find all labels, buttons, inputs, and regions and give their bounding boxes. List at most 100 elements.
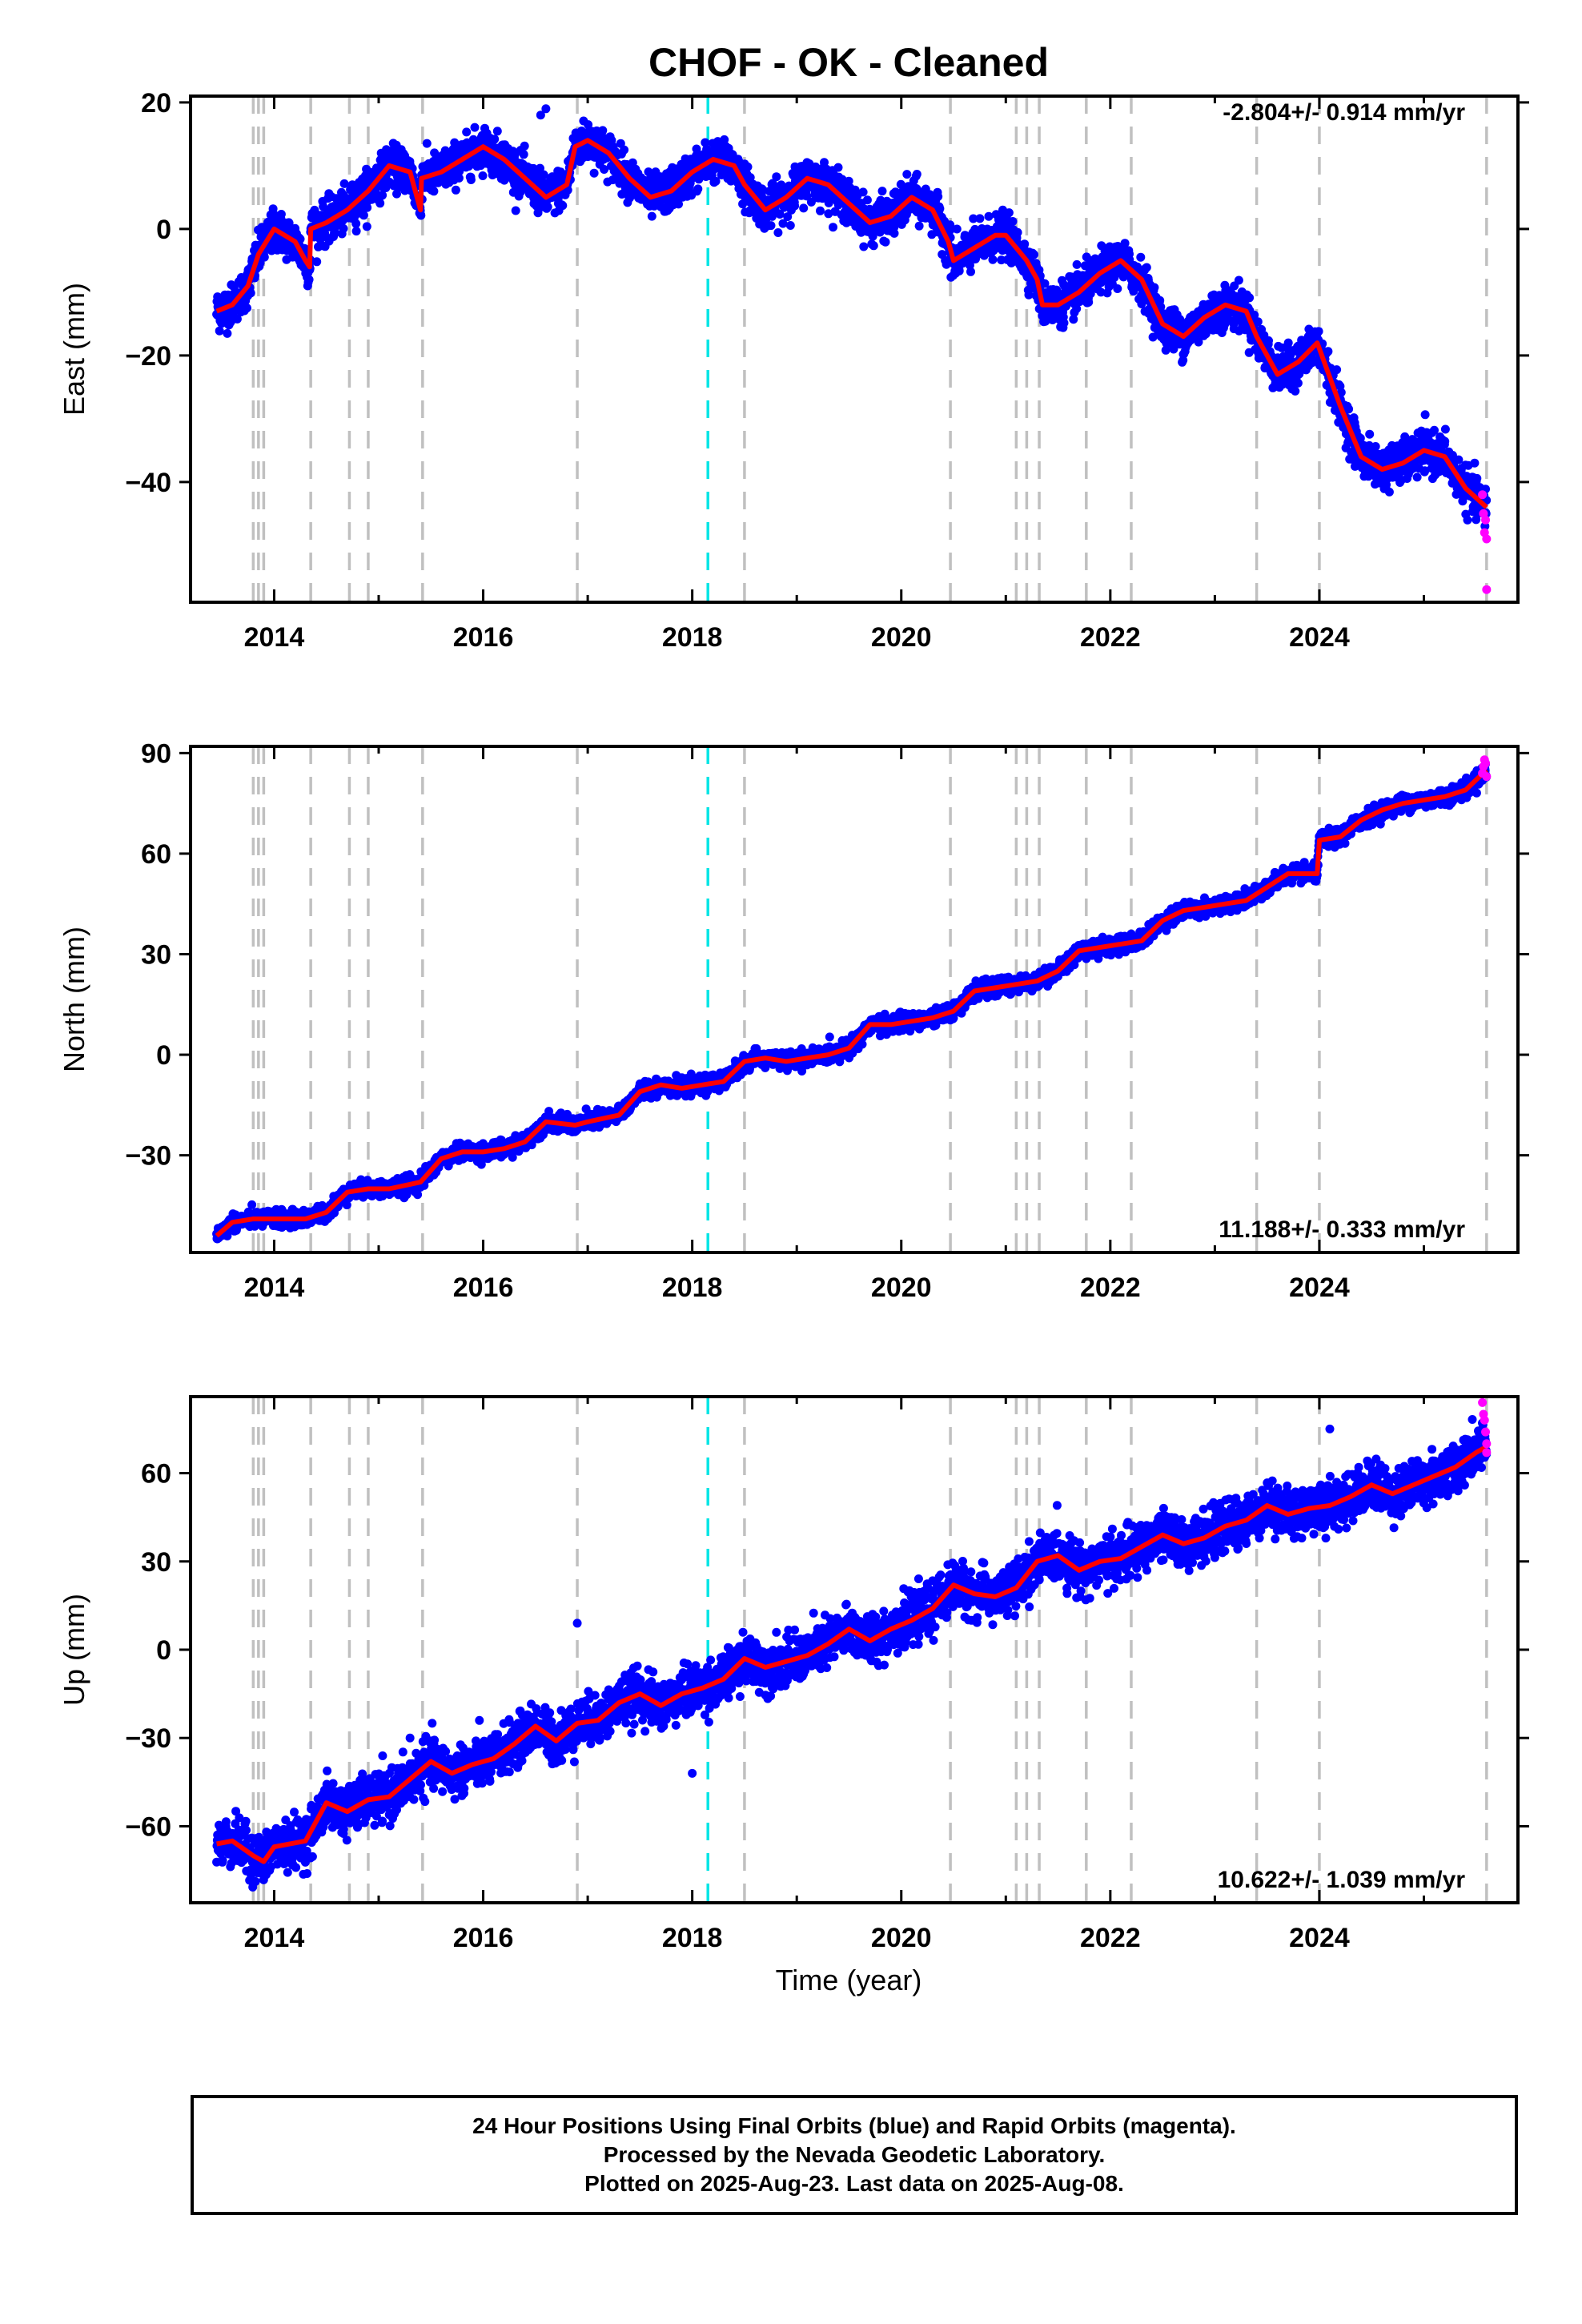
final-orbit-point <box>1291 386 1300 396</box>
velocity-rate-label: -2.804+/- 0.914 mm/yr <box>1223 99 1465 126</box>
final-orbit-point <box>1245 293 1255 303</box>
final-orbit-point <box>375 199 385 208</box>
y-axis-label: East (mm) <box>58 283 90 416</box>
final-orbit-point <box>975 214 985 223</box>
final-orbit-point <box>844 176 853 186</box>
final-orbit-point <box>966 267 975 276</box>
final-orbit-point <box>1336 388 1346 397</box>
final-orbit-point <box>466 175 476 184</box>
final-orbit-point <box>1253 317 1263 327</box>
final-orbit-point <box>1129 287 1138 296</box>
final-orbit-point <box>1040 279 1050 288</box>
final-orbit-point <box>799 203 809 213</box>
final-orbit-points <box>212 116 1492 531</box>
final-orbit-point <box>965 260 974 270</box>
final-orbit-point <box>215 326 224 336</box>
final-orbit-point <box>520 141 529 151</box>
final-orbit-point <box>1472 473 1482 483</box>
final-orbit-point <box>1283 338 1293 348</box>
final-orbit-point <box>470 123 480 132</box>
final-orbit-point <box>511 206 520 215</box>
final-orbit-point <box>1332 365 1342 375</box>
final-orbit-point <box>1201 329 1211 339</box>
final-orbit-point <box>758 185 768 195</box>
final-orbit-point <box>858 187 868 197</box>
x-tick-label: 2022 <box>1080 622 1141 653</box>
final-orbit-point <box>711 176 721 186</box>
final-orbit-point <box>902 170 912 179</box>
x-tick-label: 2014 <box>244 622 305 653</box>
final-orbit-point <box>584 120 593 130</box>
final-orbit-point <box>1072 259 1082 269</box>
final-orbit-point <box>339 179 349 188</box>
final-orbit-point <box>1150 283 1159 292</box>
final-orbit-point <box>1440 436 1450 446</box>
final-orbit-point <box>539 170 548 179</box>
final-orbit-point <box>1344 404 1354 414</box>
final-orbit-point <box>1161 345 1170 355</box>
final-orbit-point <box>1030 250 1038 259</box>
final-orbit-point <box>1069 315 1078 324</box>
y-tick-label: −40 <box>125 468 171 498</box>
final-orbit-point <box>416 211 426 220</box>
final-orbit-point <box>246 288 255 298</box>
final-orbit-point <box>1234 275 1243 285</box>
x-tick-label: 2016 <box>453 622 514 653</box>
final-orbit-point <box>934 192 943 201</box>
final-orbit-point <box>984 211 994 221</box>
final-orbit-point <box>778 219 788 228</box>
final-orbit-point <box>1142 263 1151 272</box>
plot-frame <box>189 94 1520 604</box>
final-orbit-point <box>1020 239 1030 249</box>
final-orbit-point <box>243 304 251 313</box>
final-orbit-point <box>1412 472 1422 482</box>
final-orbit-point <box>232 314 242 324</box>
final-orbit-point <box>259 252 269 262</box>
final-orbit-point <box>693 184 703 194</box>
final-orbit-point <box>1365 429 1375 439</box>
final-orbit-point <box>1133 262 1142 271</box>
final-orbit-point <box>969 214 978 223</box>
final-orbit-point <box>429 187 439 196</box>
final-orbit-point <box>1148 332 1158 342</box>
y-tick-label: −20 <box>125 341 171 372</box>
final-orbit-point <box>339 223 348 233</box>
final-orbit-point <box>772 172 781 182</box>
final-orbit-point <box>351 219 361 228</box>
final-orbit-point <box>875 227 885 237</box>
final-orbit-point <box>1024 290 1034 300</box>
final-orbit-point <box>802 191 812 201</box>
final-orbit-point <box>1293 378 1303 388</box>
x-tick-label: 2024 <box>1289 622 1350 653</box>
final-orbit-point <box>790 201 800 211</box>
final-orbit-point <box>1113 284 1122 293</box>
final-orbit-point <box>312 257 322 267</box>
final-orbit-point <box>877 187 887 196</box>
final-orbit-point <box>304 275 314 284</box>
final-orbit-point <box>833 163 843 172</box>
final-orbit-point <box>869 241 878 251</box>
panel-north: 2014 2016 2018 2020 2022 20249060300−30North … <box>58 738 1529 1303</box>
final-orbit-point <box>363 203 372 212</box>
final-orbit-point <box>478 171 488 180</box>
final-orbit-point <box>558 201 568 211</box>
model-fit-line <box>215 138 1488 509</box>
y-tick-label: 0 <box>156 215 171 245</box>
final-orbit-point <box>359 211 368 220</box>
final-orbit-point <box>1420 410 1430 420</box>
final-orbit-point <box>490 135 500 144</box>
final-orbit-point <box>773 228 783 237</box>
final-orbit-point <box>859 242 869 251</box>
final-orbit-point <box>647 211 656 221</box>
final-orbit-point <box>868 231 877 241</box>
final-orbit-point <box>422 139 432 148</box>
rapid-orbit-point <box>1481 515 1491 525</box>
x-tick-label: 2018 <box>662 622 723 653</box>
final-orbit-point <box>1194 337 1203 347</box>
final-orbit-point <box>351 227 361 236</box>
final-orbit-point <box>1008 217 1018 226</box>
rapid-orbit-point <box>1478 490 1488 500</box>
final-orbit-point <box>1454 455 1464 464</box>
final-orbit-point <box>935 204 945 213</box>
final-orbit-point <box>598 126 608 135</box>
